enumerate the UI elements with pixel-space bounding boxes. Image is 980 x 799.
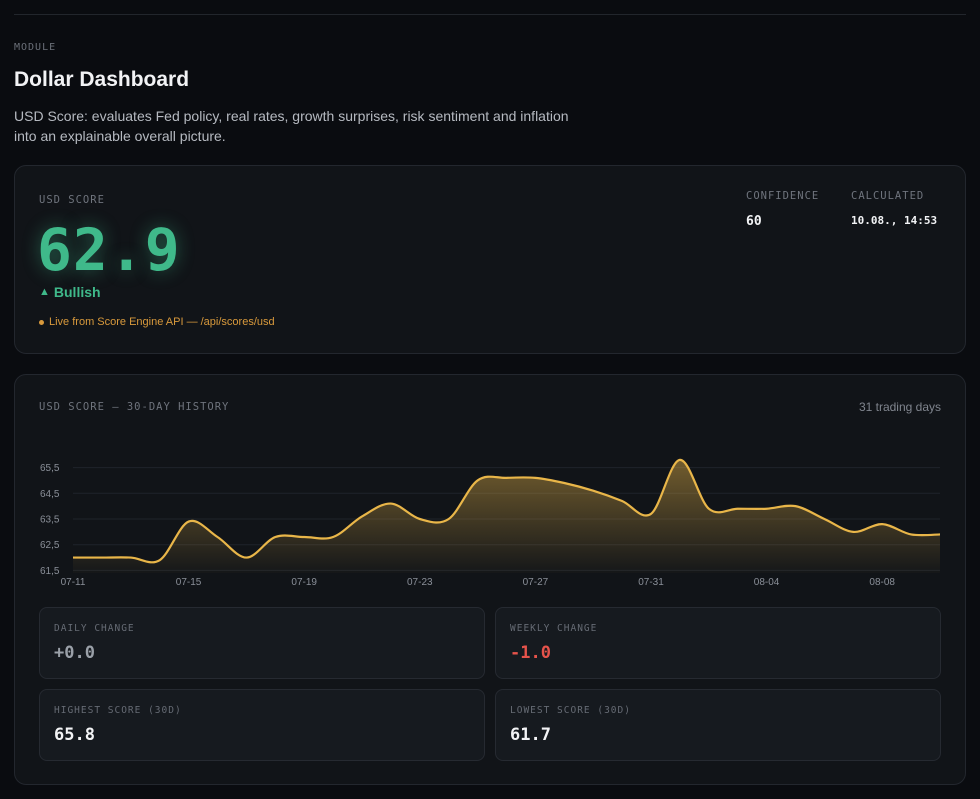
confidence-block: CONFIDENCE 60 (746, 190, 819, 229)
history-area (73, 459, 940, 573)
x-tick-label: 07-15 (176, 577, 202, 588)
weekly-change-value: -1.0 (510, 643, 551, 663)
top-divider (14, 14, 966, 15)
calculated-label: CALCULATED (851, 190, 925, 202)
module-label: MODULE (14, 42, 57, 53)
daily-change-label: DAILY CHANGE (54, 623, 135, 634)
x-tick-label: 08-08 (869, 577, 895, 588)
live-dot-icon (39, 319, 44, 325)
trading-days-count: 31 trading days (858, 400, 941, 414)
y-tick-label: 65,5 (40, 463, 60, 474)
daily-change-value: +0.0 (54, 643, 95, 663)
highest-score-card: HIGHEST SCORE (30D) 65.8 (39, 689, 485, 761)
score-value: 62.9 (37, 216, 181, 284)
y-tick-label: 64,5 (40, 489, 60, 500)
history-line (73, 458, 941, 564)
x-tick-label: 08-04 (754, 577, 780, 588)
calculated-value: 10.08., 14:53 (851, 214, 938, 227)
history-title: USD SCORE — 30-DAY HISTORY (39, 401, 230, 413)
history-chart: 65,5 64,5 63,5 62,5 61,507-11 07-15 07-19 07-23… (40, 458, 941, 588)
y-tick-label: 61,5 (40, 566, 60, 577)
x-tick-label: 07-27 (523, 577, 549, 588)
source-text: Live from Score Engine API — /api/scores… (49, 316, 275, 328)
source-line: Live from Score Engine API — /api/scores… (39, 316, 275, 328)
highest-score-value: 65.8 (54, 725, 95, 745)
daily-change-card: DAILY CHANGE +0.0 (39, 607, 485, 679)
x-tick-label: 07-19 (291, 577, 317, 588)
x-tick-label: 07-11 (61, 577, 86, 588)
weekly-change-label: WEEKLY CHANGE (510, 623, 598, 634)
trend-label: Bullish (53, 284, 101, 300)
x-tick-label: 07-23 (407, 577, 433, 588)
usd-score-card: USD SCORE 62.9 ▲ Bullish Live from Score… (14, 165, 966, 354)
confidence-label: CONFIDENCE (746, 190, 820, 202)
x-tick-label: 07-31 (638, 577, 664, 588)
lowest-score-card: LOWEST SCORE (30D) 61.7 (495, 689, 941, 761)
weekly-change-card: WEEKLY CHANGE -1.0 (495, 607, 941, 679)
highest-score-label: HIGHEST SCORE (30D) (54, 705, 182, 716)
calculated-block: CALCULATED 10.08., 14:53 (851, 190, 937, 227)
trend-badge: ▲ Bullish (39, 284, 101, 300)
page-title: Dollar Dashboard (14, 68, 190, 91)
history-card: USD SCORE — 30-DAY HISTORY 31 trading da… (14, 374, 966, 785)
triangle-up-icon: ▲ (39, 286, 50, 298)
score-label: USD SCORE (39, 194, 105, 206)
page-description: USD Score: evaluates Fed policy, real ra… (14, 108, 569, 144)
lowest-score-value: 61.7 (510, 725, 551, 745)
confidence-value: 60 (746, 214, 762, 229)
y-tick-label: 62,5 (40, 540, 60, 551)
y-tick-label: 63,5 (40, 515, 60, 526)
lowest-score-label: LOWEST SCORE (30D) (510, 705, 631, 716)
